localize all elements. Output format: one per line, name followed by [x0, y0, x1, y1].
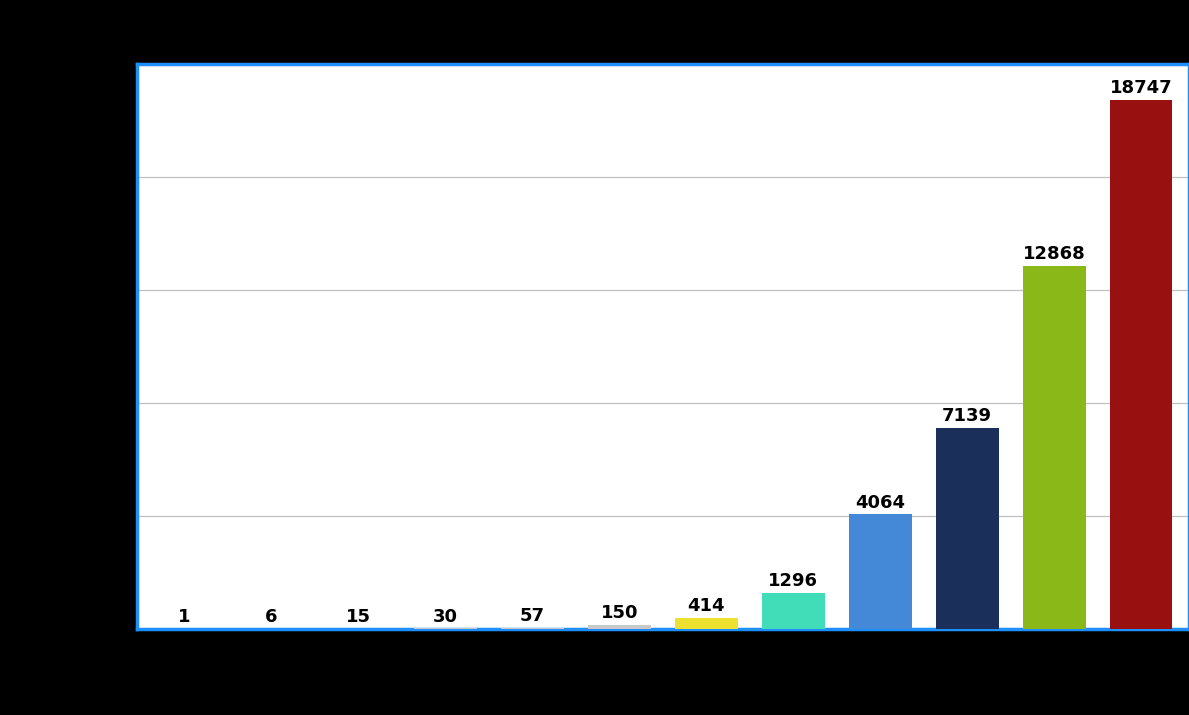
Text: 15: 15: [346, 669, 371, 686]
Bar: [849, 514, 912, 629]
Bar: [589, 625, 650, 629]
Bar: [936, 428, 999, 629]
Bar: [1109, 99, 1172, 629]
Text: 12868: 12868: [1023, 245, 1086, 263]
Text: 414: 414: [687, 597, 725, 615]
Text: 150: 150: [600, 669, 638, 686]
Text: 30: 30: [433, 669, 458, 686]
Text: 1: 1: [178, 608, 190, 626]
Bar: [675, 618, 737, 629]
Text: 6: 6: [265, 669, 278, 686]
Text: 12868: 12868: [1023, 669, 1086, 686]
Text: 30: 30: [433, 608, 458, 626]
Text: 4064: 4064: [855, 669, 905, 686]
Text: 1296: 1296: [768, 572, 818, 590]
Text: 57: 57: [520, 607, 545, 625]
Text: 18747: 18747: [1109, 79, 1172, 97]
Text: 1: 1: [178, 669, 190, 686]
Bar: [414, 628, 477, 629]
Text: 4064: 4064: [855, 493, 905, 512]
Bar: [501, 628, 564, 629]
Text: 414: 414: [687, 669, 725, 686]
Bar: [762, 593, 825, 629]
Text: 6: 6: [265, 608, 278, 626]
Text: 150: 150: [600, 604, 638, 622]
Text: 7139: 7139: [942, 407, 993, 425]
Text: 7139: 7139: [942, 669, 993, 686]
Text: 18747: 18747: [1109, 669, 1172, 686]
Text: 15: 15: [346, 608, 371, 626]
Text: 1296: 1296: [768, 669, 818, 686]
Text: 57: 57: [520, 669, 545, 686]
Bar: [1023, 266, 1086, 629]
